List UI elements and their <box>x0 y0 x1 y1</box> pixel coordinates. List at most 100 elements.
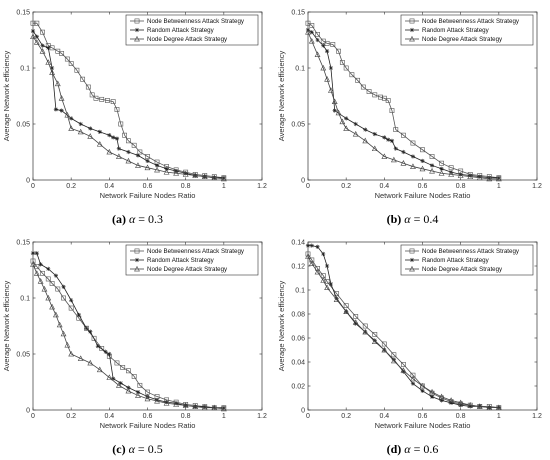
x-tick-label-d-6: 1.2 <box>532 413 542 420</box>
series-b-0 <box>305 20 502 181</box>
series-c-2 <box>30 261 227 412</box>
x-tick-label-c-3: 0.6 <box>143 413 153 420</box>
point-c-2-19 <box>154 397 160 404</box>
point-d-2-15 <box>429 388 435 395</box>
point-a-1-13 <box>114 136 120 141</box>
point-c-1-12 <box>107 351 112 357</box>
point-c-2-24 <box>201 404 208 411</box>
point-d-1-12 <box>391 357 396 362</box>
point-b-2-18 <box>429 167 435 174</box>
point-c-0-17 <box>137 382 143 388</box>
point-b-0-9 <box>349 72 355 78</box>
point-d-2-16 <box>438 393 445 400</box>
x-tick-label-c-0: 0 <box>31 413 35 420</box>
caption-c-param: α <box>128 442 135 456</box>
point-b-0-11 <box>360 84 366 90</box>
y-axis-label-b: Average Network efficiency <box>277 50 286 141</box>
point-c-0-15 <box>126 368 131 374</box>
point-c-0-4 <box>49 281 55 286</box>
point-c-1-4 <box>53 273 58 278</box>
legend-box-c <box>125 244 259 276</box>
y-tick-label-c-0: 0 <box>26 407 30 414</box>
point-a-2-18 <box>163 169 170 175</box>
legend-marker-b-2 <box>409 35 415 42</box>
y-axis-label-c: Average Network efficiency <box>2 280 11 371</box>
caption-c-letter: (c) <box>112 442 126 456</box>
point-d-2-11 <box>390 357 397 364</box>
point-c-1-10 <box>95 344 100 349</box>
point-a-1-18 <box>154 163 160 168</box>
point-c-1-6 <box>69 298 74 303</box>
point-a-1-11 <box>107 133 112 138</box>
series-a-0 <box>30 20 227 181</box>
point-c-1-23 <box>202 404 207 409</box>
point-a-1-16 <box>135 153 141 158</box>
point-a-2-23 <box>211 174 218 181</box>
point-b-1-12 <box>386 137 391 142</box>
caption-b-param: α <box>404 212 411 226</box>
point-b-1-8 <box>353 121 358 127</box>
point-d-1-17 <box>439 398 444 403</box>
point-a-2-22 <box>201 173 208 180</box>
point-d-0-7 <box>353 314 359 319</box>
point-a-0-7 <box>64 56 70 62</box>
chart-a: 0 0.2 0.4 0.6 0.8 1 1.2 0 0.05 0.1 0.15 Network Fai… <box>2 9 267 200</box>
legend-label-c-2: Node Degree Attack Strategy <box>147 266 228 273</box>
point-a-0-2 <box>40 29 45 35</box>
point-a-0-23 <box>145 154 150 159</box>
point-b-0-10 <box>355 77 361 83</box>
x-tick-label-d-1: 0.2 <box>341 413 351 420</box>
point-a-2-6 <box>58 95 65 101</box>
point-d-1-10 <box>372 338 377 343</box>
point-a-1-12 <box>111 135 116 140</box>
point-c-0-13 <box>114 360 120 366</box>
point-b-2-22 <box>467 173 474 180</box>
y-tick-label-d-2: 0.04 <box>291 359 305 366</box>
point-b-2-6 <box>331 98 338 104</box>
point-b-2-3 <box>320 64 327 71</box>
point-b-2-14 <box>390 156 397 163</box>
point-d-2-21 <box>486 404 493 410</box>
point-d-1-15 <box>420 388 425 393</box>
caption-d-eq: = 0.6 <box>413 442 439 456</box>
y-tick-label-d-4: 0.08 <box>291 311 305 318</box>
point-b-0-12 <box>366 89 372 94</box>
point-a-2-12 <box>106 148 113 155</box>
point-c-1-11 <box>103 349 108 354</box>
y-tick-label-a-3: 0.15 <box>16 9 30 16</box>
y-tick-label-a-1: 0.05 <box>16 121 30 128</box>
point-b-2-1 <box>308 37 315 44</box>
point-c-0-11 <box>99 346 105 351</box>
legend-label-c-0: Node Betweenness Attack Strategy <box>147 248 245 255</box>
x-tick-label-a-2: 0.4 <box>104 183 114 190</box>
point-c-0-10 <box>91 335 97 341</box>
point-b-2-2 <box>314 51 321 57</box>
x-tick-label-b-5: 1 <box>497 183 501 190</box>
point-a-1-14 <box>116 146 121 151</box>
point-d-2-14 <box>419 382 426 389</box>
point-c-1-0 <box>30 251 36 256</box>
point-c-2-6 <box>53 311 59 318</box>
point-a-0-0 <box>30 20 36 26</box>
point-a-2-1 <box>33 39 40 45</box>
point-c-0-0 <box>30 258 36 264</box>
series-line-a-1 <box>32 30 224 179</box>
chart-b: 0 0.2 0.4 0.6 0.8 1 1.2 0 0.05 0.1 0.15 Network Fai… <box>277 9 542 200</box>
y-tick-label-c-3: 0.15 <box>16 239 30 246</box>
point-c-2-10 <box>68 350 75 357</box>
point-a-2-13 <box>115 153 122 159</box>
point-d-2-19 <box>467 402 474 408</box>
point-c-2-0 <box>30 261 36 267</box>
point-c-1-19 <box>164 400 169 405</box>
point-d-2-18 <box>457 399 464 406</box>
point-a-0-17 <box>114 107 120 112</box>
point-d-2-12 <box>400 367 407 373</box>
point-c-2-11 <box>77 355 84 361</box>
point-b-0-24 <box>448 165 454 171</box>
point-a-2-2 <box>39 48 46 54</box>
caption-c-eq: = 0.5 <box>137 442 163 456</box>
y-tick-label-b-3: 0.15 <box>291 9 305 16</box>
legend-marker-a-2 <box>134 35 140 42</box>
point-b-1-15 <box>401 149 406 155</box>
point-b-0-1 <box>309 23 315 28</box>
